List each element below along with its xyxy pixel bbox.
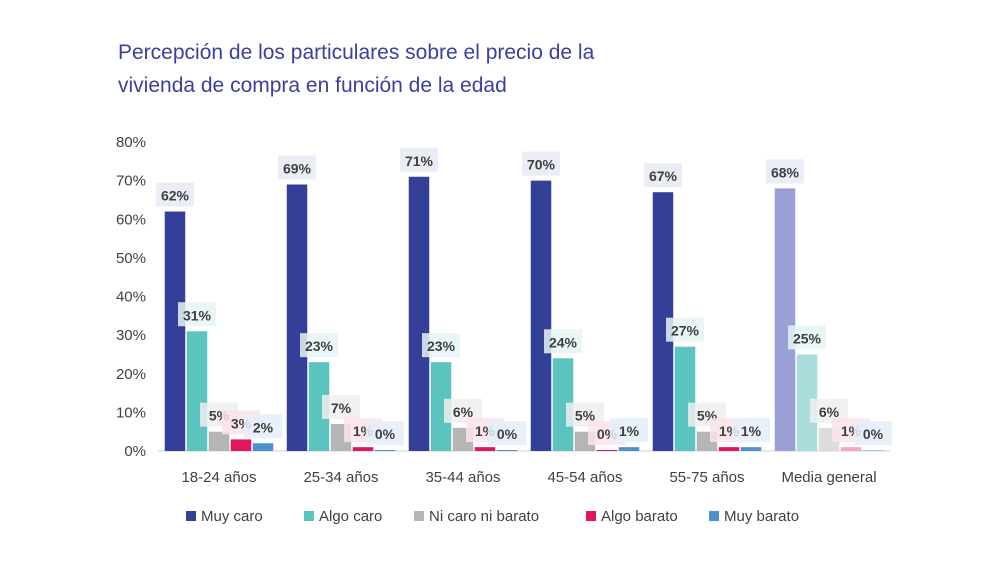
data-label-box — [488, 421, 526, 445]
data-label: 2% — [253, 419, 274, 435]
bar — [208, 431, 230, 451]
data-label: 0% — [375, 426, 396, 442]
data-label-box — [766, 159, 804, 184]
data-label: 69% — [283, 160, 312, 176]
chart-title-line-2: vivienda de compra en función de la edad — [118, 74, 507, 97]
y-tick-label: 30% — [116, 327, 146, 344]
data-label: 62% — [161, 188, 190, 204]
data-label: 6% — [819, 404, 840, 420]
legend-swatch — [186, 511, 196, 521]
data-label: 5% — [575, 408, 596, 424]
bar — [474, 447, 496, 451]
data-label-box — [854, 421, 892, 445]
legend-label: Muy barato — [724, 508, 799, 525]
y-tick-label: 70% — [116, 173, 146, 190]
y-tick-label: 80% — [116, 134, 146, 151]
legend-swatch — [304, 511, 314, 521]
bar — [352, 447, 374, 451]
chart-title: Percepción de los particulares sobre el … — [118, 36, 738, 102]
data-label-box — [666, 317, 704, 342]
bar — [186, 331, 208, 451]
x-category-label: Media general — [781, 469, 876, 486]
bar — [430, 362, 452, 451]
data-label: 25% — [793, 330, 822, 346]
data-label: 1% — [741, 423, 762, 439]
data-label-box — [300, 333, 338, 358]
data-label-box — [422, 333, 460, 358]
bar — [252, 443, 274, 451]
x-category-label: 25-34 años — [303, 469, 378, 486]
bar — [596, 450, 618, 451]
legend-swatch — [709, 511, 719, 521]
bar — [374, 450, 396, 451]
bar — [618, 447, 640, 451]
data-label: 7% — [331, 400, 352, 416]
bar — [862, 450, 884, 451]
y-tick-label: 50% — [116, 250, 146, 267]
y-tick-label: 60% — [116, 211, 146, 228]
data-label: 6% — [453, 404, 474, 420]
x-category-label: 55-75 años — [669, 469, 744, 486]
data-label-box — [788, 325, 826, 350]
y-tick-label: 40% — [116, 289, 146, 306]
bar — [774, 188, 796, 451]
bar — [840, 447, 862, 451]
legend-swatch — [414, 511, 424, 521]
data-label: 67% — [649, 168, 678, 184]
bar — [652, 192, 674, 451]
bar — [740, 447, 762, 451]
bar — [230, 439, 252, 451]
data-label: 70% — [527, 157, 556, 173]
legend-label: Muy caro — [201, 508, 263, 525]
data-label-box — [278, 155, 316, 180]
chart-title-line-1: Percepción de los particulares sobre el … — [118, 41, 595, 64]
bar — [496, 450, 518, 451]
legend-label: Algo caro — [319, 508, 382, 525]
data-label-box — [522, 151, 560, 176]
data-label: 71% — [405, 153, 434, 169]
y-tick-label: 10% — [116, 404, 146, 421]
bar — [164, 211, 186, 451]
x-category-label: 18-24 años — [181, 469, 256, 486]
data-label: 1% — [619, 423, 640, 439]
data-label-box — [322, 394, 360, 419]
data-label: 27% — [671, 323, 700, 339]
data-label: 23% — [305, 338, 334, 354]
bar — [308, 362, 330, 451]
data-label-box — [156, 182, 194, 207]
legend-swatch — [586, 511, 596, 521]
bar — [408, 176, 430, 451]
data-label-box — [400, 147, 438, 172]
bar — [552, 358, 574, 451]
data-label: 0% — [863, 426, 884, 442]
data-label-box — [178, 302, 216, 327]
bar — [530, 180, 552, 451]
legend-label: Algo barato — [601, 508, 678, 525]
data-label: 31% — [183, 307, 212, 323]
bar — [674, 346, 696, 451]
data-label-box — [610, 418, 648, 443]
bar — [718, 447, 740, 451]
data-label: 0% — [497, 426, 518, 442]
data-label-box — [544, 329, 582, 354]
data-label: 68% — [771, 164, 800, 180]
x-category-label: 45-54 años — [547, 469, 622, 486]
x-category-label: 35-44 años — [425, 469, 500, 486]
data-label-box — [366, 421, 404, 445]
data-label: 24% — [549, 334, 578, 350]
data-label-box — [732, 418, 770, 443]
y-tick-label: 20% — [116, 366, 146, 383]
data-label-box — [644, 163, 682, 188]
data-label-box — [244, 414, 282, 439]
bar — [796, 354, 818, 451]
y-tick-label: 0% — [124, 443, 146, 460]
legend-label: Ni caro ni barato — [429, 508, 539, 525]
bar — [286, 184, 308, 452]
data-label: 23% — [427, 338, 456, 354]
